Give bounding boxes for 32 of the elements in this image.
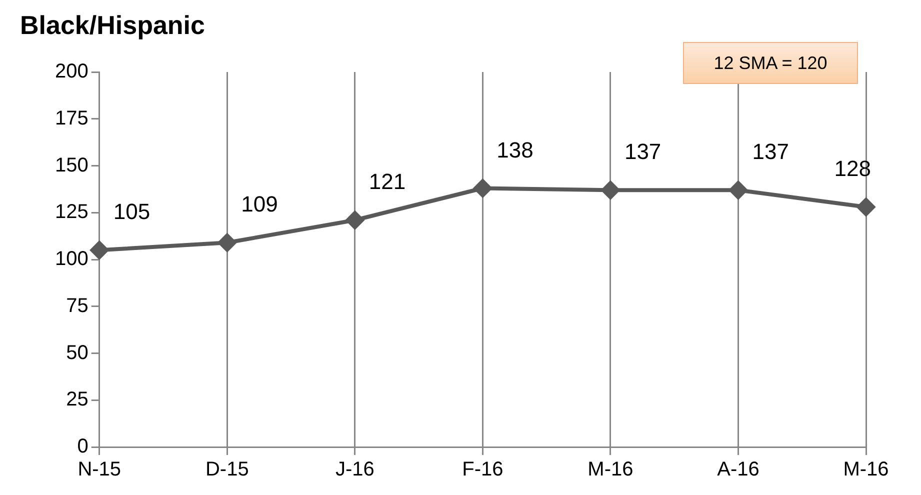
x-tick-label: J-16 — [335, 458, 374, 481]
point — [474, 179, 492, 198]
callout-box: 12 SMA = 120 — [683, 42, 858, 84]
x-tick-label: F-16 — [462, 458, 504, 481]
chart-title: Black/Hispanic — [20, 10, 205, 41]
y-tick-label: 25 — [66, 388, 88, 411]
point — [346, 211, 364, 230]
y-tick-label: 150 — [54, 154, 88, 176]
data-label: 138 — [496, 137, 534, 162]
point — [601, 181, 620, 200]
data-label: 121 — [368, 169, 406, 194]
data-label: 105 — [113, 199, 150, 224]
data-label: 137 — [624, 139, 662, 164]
point — [857, 198, 875, 216]
y-tick-label: 50 — [66, 342, 88, 364]
x-tick-label: N-15 — [78, 458, 122, 481]
y-tick-label: 200 — [54, 60, 88, 83]
y-tick-label: 75 — [66, 294, 88, 317]
data-label: 137 — [752, 139, 789, 164]
data-label: 128 — [834, 156, 871, 182]
x-tick-label: M-16 — [843, 458, 889, 481]
point — [729, 181, 748, 200]
y-tick-label: 0 — [77, 436, 88, 458]
y-tick-label: 100 — [54, 248, 88, 270]
x-tick-label: D-15 — [205, 458, 249, 481]
x-tick-label: A-16 — [717, 458, 760, 481]
y-tick-label: 175 — [54, 107, 88, 130]
point — [218, 234, 236, 252]
x-tick-label: M-16 — [588, 458, 634, 481]
y-tick-label: 125 — [54, 201, 88, 224]
point — [90, 241, 108, 260]
data-label: 109 — [241, 192, 278, 217]
